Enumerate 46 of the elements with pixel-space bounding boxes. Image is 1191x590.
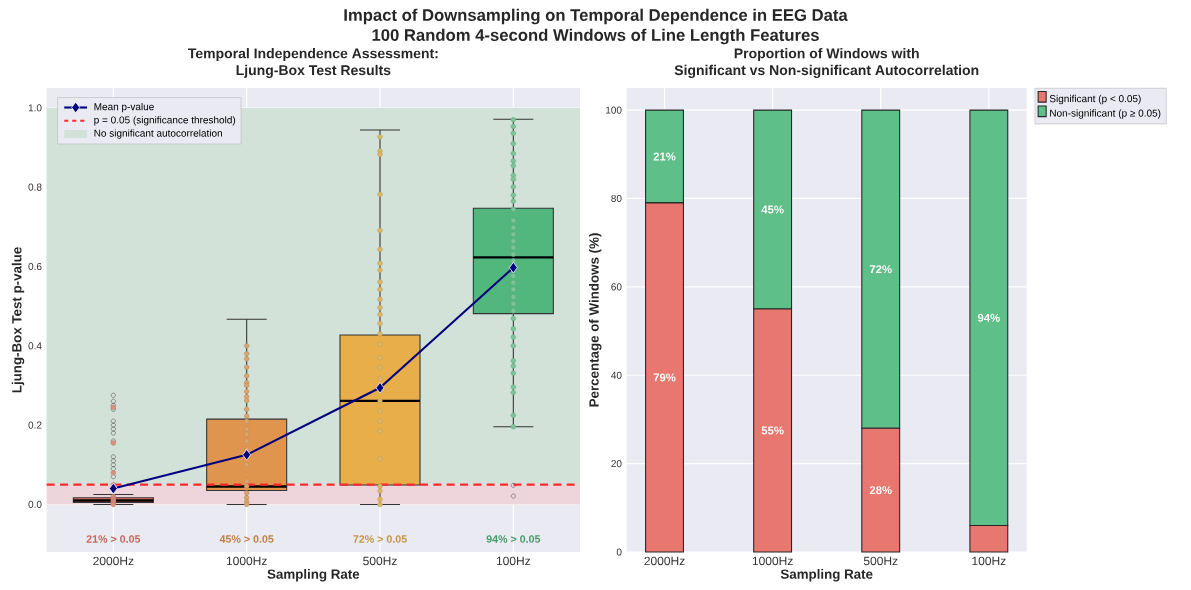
y-tick-label: 0 [616, 548, 622, 556]
y-tick-label: 60 [611, 283, 622, 291]
data-label: 21% [653, 152, 676, 161]
x-tick-label: 500Hz [863, 556, 898, 566]
text: 100 Random 4-second Windows of Line Length Features [372, 28, 819, 45]
chart-subtitle: Significant vs Non-significant Autocorrelation [674, 64, 979, 78]
chart-subtitle: Ljung-Box Test Results [236, 64, 391, 78]
y-tick-label: 100 [606, 106, 622, 114]
y-tick-label: 0.2 [28, 421, 42, 429]
y-tick-label: 80 [611, 194, 622, 203]
annotation: 45% > 0.05 [219, 535, 274, 543]
x-axis-title: Sampling Rate [780, 569, 873, 582]
x-tick-label: 1000Hz [226, 556, 267, 566]
data-label: 55% [761, 426, 784, 435]
data-label: 28% [869, 486, 892, 495]
x-tick-label: 100Hz [496, 556, 531, 566]
annotation: 21% > 0.05 [86, 535, 141, 543]
x-tick-label: 1000Hz [752, 556, 793, 566]
text: Impact of Downsampling on Temporal Dependence in EEG Data [344, 8, 848, 25]
x-tick-label: 2000Hz [93, 556, 134, 566]
legend-label: p = 0.05 (significance threshold) [94, 116, 236, 126]
y-tick-label: 40 [611, 371, 622, 379]
data-label: 72% [869, 265, 892, 274]
y-tick-label: 0.4 [28, 342, 42, 350]
chart-title: Proportion of Windows with [734, 48, 919, 62]
y-tick-label: 1.0 [28, 104, 42, 112]
x-tick-label: 100Hz [972, 556, 1006, 566]
y-tick-label: 0.6 [28, 262, 42, 271]
band-label: No significant autocorrelation [94, 129, 222, 139]
data-label: 79% [653, 373, 676, 382]
x-axis-title: Sampling Rate [267, 569, 360, 582]
legend-label: Non-significant (p ≥ 0.05) [1050, 109, 1161, 119]
y-axis-title: Percentage of Windows (%) [588, 233, 602, 407]
x-tick-label: 2000Hz [644, 556, 685, 566]
x-tick-label: 500Hz [363, 556, 397, 566]
y-tick-label: 20 [611, 460, 622, 468]
legend-label: Mean p-value [94, 102, 154, 113]
legend-label: Significant (p < 0.05) [1049, 94, 1141, 105]
chart-title: Temporal Independence Assessment: [187, 48, 438, 62]
annotation: 72% > 0.05 [353, 535, 407, 543]
y-tick-label: 0.8 [28, 183, 42, 191]
annotation: 94% > 0.05 [486, 535, 541, 543]
y-axis-title: Ljung-Box Test p-value [11, 247, 25, 393]
data-label: 94% [977, 313, 1000, 322]
data-label: 45% [761, 205, 784, 214]
y-tick-label: 0.0 [28, 500, 42, 508]
